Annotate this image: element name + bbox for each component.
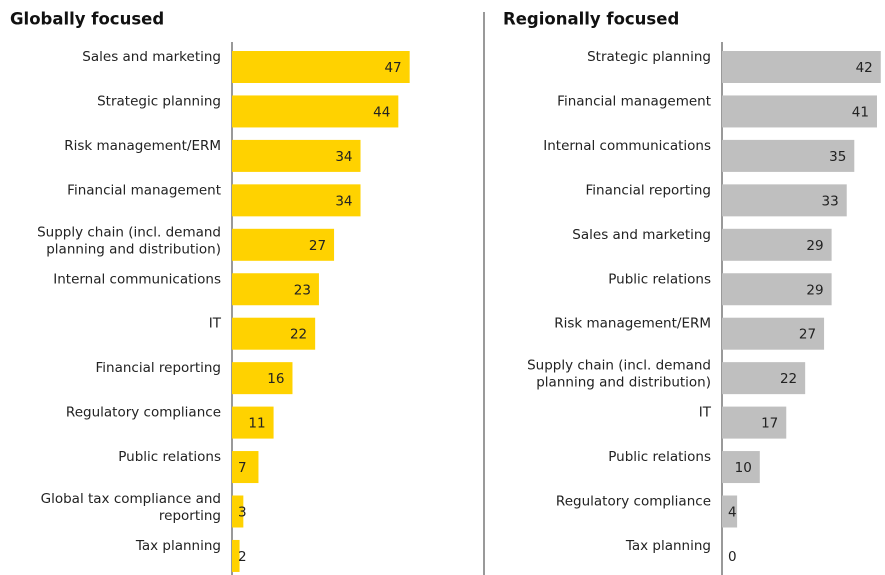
bar <box>722 139 855 172</box>
category-label: Internal communications <box>53 271 221 287</box>
value-label: 11 <box>248 416 265 432</box>
value-label: 22 <box>290 327 307 343</box>
value-label: 34 <box>335 149 352 165</box>
category-label: Financial reporting <box>585 182 711 198</box>
bar <box>232 362 293 395</box>
category-label: Financial management <box>557 93 711 109</box>
value-label: 29 <box>806 238 823 254</box>
bar <box>722 51 881 83</box>
bar <box>232 495 244 528</box>
bar <box>232 406 274 439</box>
value-label: 29 <box>806 282 823 298</box>
category-label: Public relations <box>608 271 711 287</box>
value-label: 4 <box>728 505 737 521</box>
category-label: Tax planning <box>625 538 711 554</box>
value-label: 16 <box>267 371 284 387</box>
bar <box>722 228 832 261</box>
chart-title: Regionally focused <box>503 10 679 29</box>
value-label: 2 <box>238 549 247 565</box>
bar <box>232 184 361 217</box>
value-label: 41 <box>852 104 869 120</box>
bar <box>232 139 361 172</box>
bar <box>232 539 240 572</box>
value-label: 47 <box>384 60 401 76</box>
category-label: Public relations <box>608 449 711 465</box>
chart-title: Globally focused <box>10 10 164 29</box>
bar <box>232 95 399 128</box>
bar <box>232 317 316 350</box>
value-label: 22 <box>780 371 797 387</box>
bar <box>232 451 259 484</box>
bar <box>232 273 319 306</box>
value-label: 27 <box>799 327 816 343</box>
category-label: Public relations <box>118 449 221 465</box>
category-label: Strategic planning <box>587 49 711 65</box>
value-label: 44 <box>373 104 390 120</box>
category-label: Sales and marketing <box>82 49 221 65</box>
category-label: Regulatory compliance <box>556 494 711 510</box>
value-label: 27 <box>309 238 326 254</box>
bar <box>722 495 738 528</box>
bar <box>722 95 877 128</box>
value-label: 10 <box>735 460 752 476</box>
category-label: Sales and marketing <box>572 227 711 243</box>
bar <box>722 362 806 395</box>
value-label: 17 <box>761 416 778 432</box>
bar <box>232 51 410 83</box>
value-label: 35 <box>829 149 846 165</box>
value-label: 42 <box>856 60 873 76</box>
category-label: Supply chain (incl. demand planning and d… <box>527 358 711 391</box>
category-label: Risk management/ERM <box>554 316 711 332</box>
category-label: Supply chain (incl. demand planning and d… <box>37 224 221 257</box>
value-label: 7 <box>238 460 247 476</box>
category-label: Risk management/ERM <box>64 138 221 154</box>
bar <box>232 228 335 261</box>
bar <box>722 184 847 217</box>
category-label: Strategic planning <box>97 93 221 109</box>
bar <box>722 406 787 439</box>
value-label: 34 <box>335 193 352 209</box>
category-label: Internal communications <box>543 138 711 154</box>
bar <box>722 273 832 306</box>
bar <box>722 451 760 484</box>
category-label: Tax planning <box>135 538 221 554</box>
category-label: Regulatory compliance <box>66 405 221 421</box>
category-label: IT <box>209 316 222 332</box>
value-label: 33 <box>822 193 839 209</box>
value-label: 0 <box>728 549 737 565</box>
category-label: IT <box>699 405 712 421</box>
category-label: Global tax compliance and reporting <box>41 491 221 524</box>
value-label: 23 <box>294 282 311 298</box>
category-label: Financial management <box>67 182 221 198</box>
category-label: Financial reporting <box>95 360 221 376</box>
bar <box>722 317 825 350</box>
value-label: 3 <box>238 505 247 521</box>
